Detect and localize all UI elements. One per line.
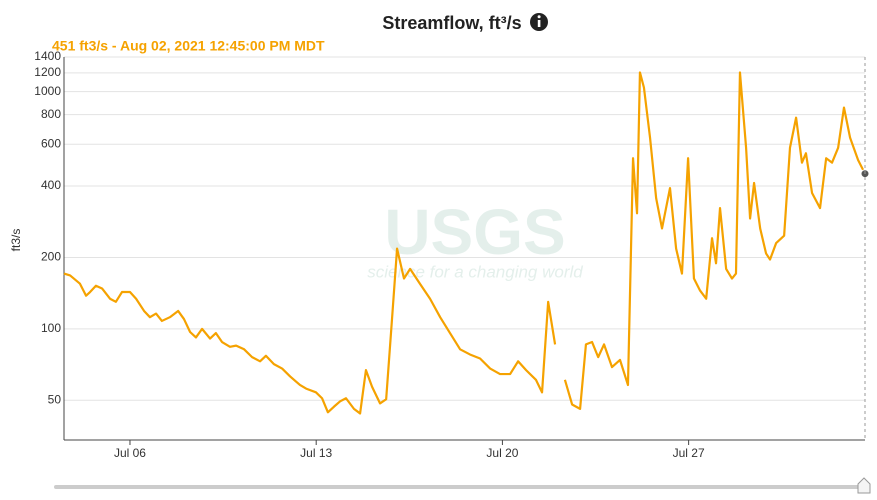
y-axis-label: ft3/s [9, 229, 23, 252]
y-tick-label: 1000 [34, 84, 61, 98]
y-tick-label: 50 [48, 392, 62, 406]
y-tick-label: 1400 [34, 49, 61, 63]
chart-title: Streamflow, ft³/s [382, 13, 521, 33]
x-tick-label: Jul 13 [300, 446, 332, 460]
info-dot [537, 15, 541, 19]
x-tick-label: Jul 27 [673, 446, 705, 460]
watermark-logo: USGS [384, 196, 565, 268]
info-stem [537, 20, 541, 27]
y-tick-label: 800 [41, 107, 61, 121]
range-slider-handle[interactable] [857, 477, 871, 494]
series-line [63, 71, 866, 415]
info-icon[interactable] [530, 13, 548, 31]
y-tick-label: 1200 [34, 65, 61, 79]
y-tick-label: 100 [41, 321, 61, 335]
watermark-tagline: science for a changing world [367, 262, 583, 281]
plot-area: 50 100 200 400 600 800 1000 1200 1400 Jul 06 Jul 1… [34, 49, 870, 460]
y-tick-label: 400 [41, 178, 61, 192]
y-tick-label: 200 [41, 250, 61, 264]
x-tick-label: Jul 06 [114, 446, 146, 460]
x-tick-label: Jul 20 [486, 446, 518, 460]
chart-subtitle: 451 ft3/s - Aug 02, 2021 12:45:00 PM MDT [52, 38, 325, 54]
y-tick-label: 600 [41, 136, 61, 150]
